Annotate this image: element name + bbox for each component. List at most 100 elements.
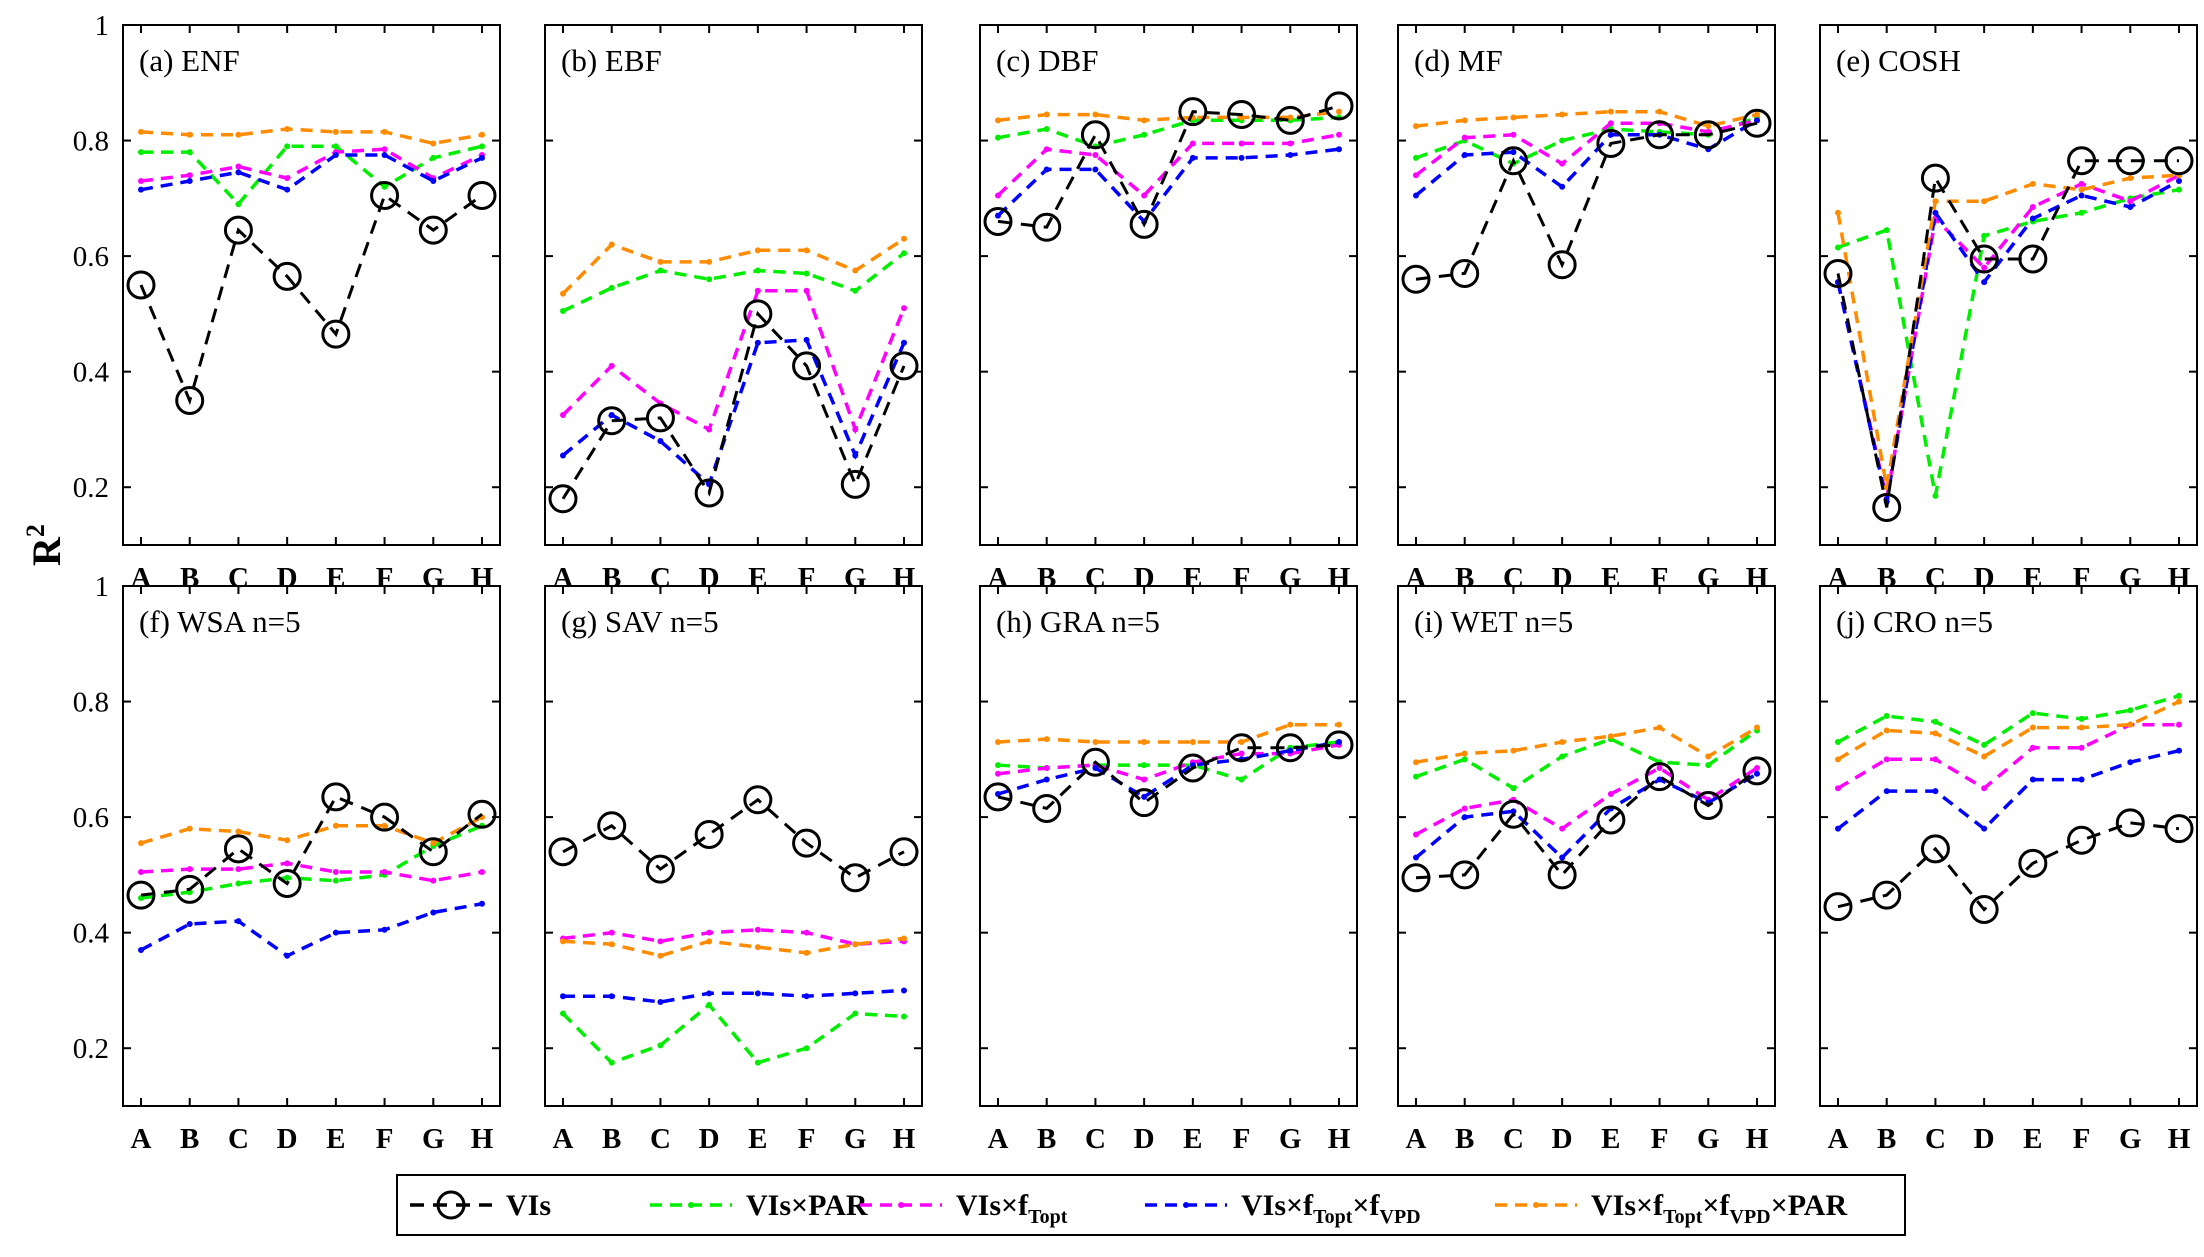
x-tick-label: F (376, 1123, 394, 1155)
data-point-vis-ftopt-fvpd (381, 926, 388, 933)
data-point-vis (1596, 128, 1626, 158)
data-point-vis-par (1559, 137, 1566, 144)
legend-item-vis: VIs (410, 1189, 551, 1222)
data-point-vis-par (1461, 756, 1468, 763)
legend-marker (1183, 1202, 1189, 1208)
data-point-vis-ftopt-fvpd-par (608, 241, 615, 248)
x-tick-label: A (988, 1123, 1009, 1155)
series-line-vis-ftopt-fvpd (1414, 772, 1758, 861)
legend-subscript: VPD (1730, 1206, 1771, 1228)
data-point-vis-par (235, 201, 242, 208)
data-point-vis-par (1043, 126, 1050, 132)
data-point-vis-ftopt-fvpd-par (1413, 759, 1419, 766)
data-point-vis-ftopt-fvpd-par (560, 938, 566, 945)
data-point-vis-ftopt-fvpd (1932, 788, 1939, 795)
data-point-vis-par (1883, 227, 1890, 234)
data-point-vis-par (706, 276, 713, 283)
legend-item-vis-ftopt-fvpd: VIs×fTopt×fVPD (1145, 1189, 1421, 1228)
data-point-vis-ftopt-fvpd (1932, 209, 1939, 216)
data-point-vis-ftopt-fvpd-par (1559, 739, 1566, 745)
data-point-vis-par (1559, 753, 1566, 760)
data-point-vis (983, 782, 1013, 812)
data-point-vis-ftopt-fvpd-par (1141, 117, 1148, 124)
legend-item-vis-ftopt: VIs×fTopt (860, 1189, 1068, 1228)
data-point-vis-ftopt-fvpd (1287, 747, 1294, 754)
data-point-vis-ftopt (1883, 756, 1890, 763)
panel-7: A B C D E F G H (g) SAV n=5 (544, 585, 923, 1155)
data-point-vis-ftopt (1461, 134, 1468, 141)
legend-text: ×PAR (1771, 1189, 1848, 1222)
data-point-vis (1080, 120, 1110, 150)
data-point-vis (1275, 105, 1305, 135)
data-point-vis (1645, 120, 1675, 150)
x-tick-label: F (2073, 1123, 2091, 1155)
data-point-vis-ftopt-fvpd-par (803, 949, 810, 956)
data-point-vis (597, 811, 627, 841)
legend-marker (898, 1202, 904, 1208)
data-point-vis (126, 270, 156, 300)
data-point-vis-ftopt-fvpd-par (1413, 123, 1419, 130)
data-point-vis-ftopt-fvpd (1754, 770, 1760, 777)
data-point-vis-ftopt (2029, 744, 2036, 751)
data-point-vis-ftopt-fvpd (2078, 192, 2085, 199)
x-tick-label: D (1134, 1123, 1155, 1155)
data-point-vis-ftopt-fvpd (1189, 154, 1196, 161)
data-point-vis-ftopt-fvpd (803, 336, 810, 343)
data-point-vis-par (2176, 186, 2182, 193)
data-point-vis (1324, 91, 1354, 121)
data-point-vis-ftopt-fvpd (560, 452, 566, 459)
data-point-vis-par (235, 880, 242, 887)
data-point-vis-par (1238, 776, 1245, 783)
data-point-vis-ftopt (381, 146, 388, 153)
x-tick-label: G (844, 1123, 867, 1155)
data-point-vis-ftopt-fvpd (2029, 776, 2036, 783)
data-point-vis-ftopt-fvpd-par (1461, 117, 1468, 124)
panel-frame (979, 585, 1358, 1107)
panel-3: A B C D E F G H(c) DBF (979, 24, 1358, 594)
data-point-vis-ftopt-fvpd-par (1043, 111, 1050, 118)
data-point-vis-ftopt-fvpd-par (706, 258, 713, 265)
data-point-vis (1596, 805, 1626, 835)
series-line-vis-par (997, 740, 1340, 782)
data-point-vis-ftopt (1607, 120, 1614, 127)
data-point-vis-ftopt-fvpd (284, 952, 291, 959)
data-point-vis-ftopt (235, 866, 242, 873)
series-line-vis-par (1837, 694, 2180, 747)
data-point-vis-ftopt (235, 163, 242, 170)
series-line-vis-par (140, 824, 483, 900)
data-point-vis (1129, 209, 1159, 239)
panel-frame (544, 585, 923, 1107)
data-point-vis-par (901, 1013, 907, 1020)
data-point-vis-ftopt (1835, 785, 1841, 792)
data-point-vis-ftopt (995, 192, 1001, 199)
data-point-vis-ftopt-fvpd-par (2127, 721, 2134, 728)
series-line-vis (561, 310, 906, 500)
data-point-vis-ftopt-fvpd-par (186, 825, 193, 832)
data-point-vis (272, 869, 302, 899)
panel-title: (a) ENF (139, 43, 240, 78)
data-point-vis-par (995, 762, 1001, 769)
data-point-vis-ftopt-fvpd (1287, 152, 1294, 158)
x-tick-label: D (1552, 1123, 1573, 1155)
data-point-vis (370, 180, 400, 210)
x-tick-label: B (1455, 1123, 1474, 1155)
data-point-vis-ftopt (1141, 192, 1148, 199)
panel-title: (g) SAV n=5 (561, 604, 719, 639)
data-point-vis-par (657, 267, 664, 274)
data-point-vis (1401, 863, 1431, 893)
data-point-vis-ftopt-fvpd-par (1510, 114, 1517, 121)
y-axis-label: R2 (21, 524, 69, 566)
data-point-vis (223, 215, 253, 245)
y-tick-label: 0.4 (73, 357, 110, 389)
data-point-vis (840, 863, 870, 893)
data-point-vis (792, 351, 822, 381)
legend-item-vis-ftopt-fvpd-par: VIs×fTopt×fVPD×PAR (1495, 1189, 1847, 1228)
data-point-vis-ftopt-fvpd-par (186, 131, 193, 138)
data-point-vis-ftopt-fvpd (430, 178, 437, 184)
data-point-vis (2018, 848, 2048, 878)
data-point-vis-ftopt-fvpd-par (1238, 739, 1245, 745)
data-point-vis (983, 206, 1013, 236)
data-point-vis (223, 834, 253, 864)
data-point-vis (1129, 788, 1159, 818)
